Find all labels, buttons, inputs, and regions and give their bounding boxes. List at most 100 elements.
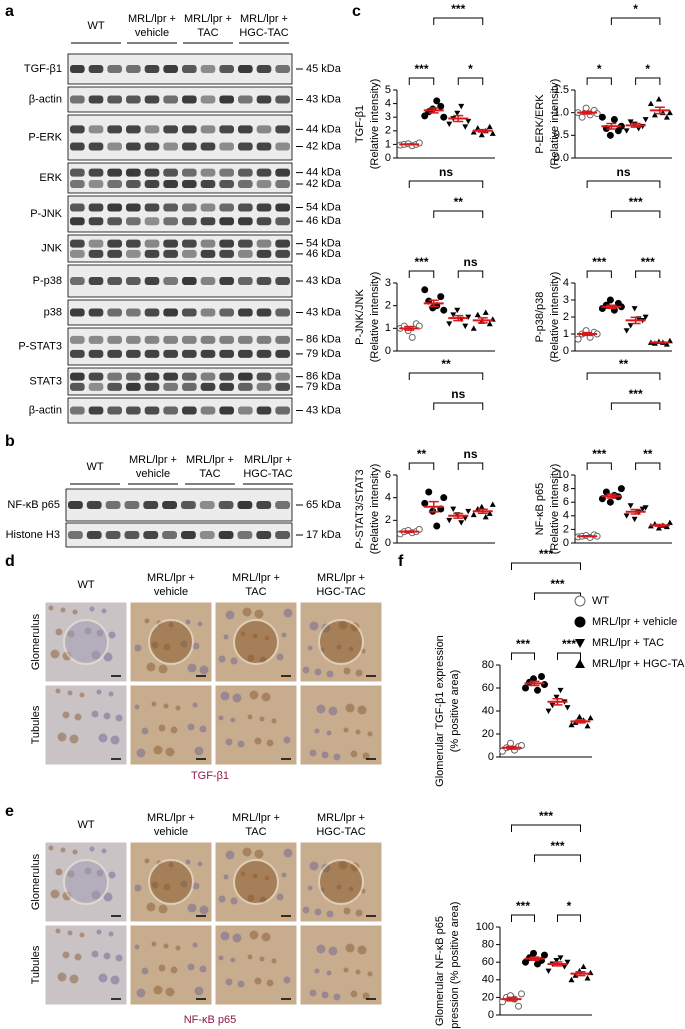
nucleus	[57, 972, 67, 982]
kda-label: 43 kDa	[306, 275, 342, 287]
blot-band	[238, 277, 253, 285]
significance-bracket	[586, 180, 661, 188]
data-point	[518, 990, 525, 998]
nucleus	[108, 871, 116, 879]
nucleus	[225, 610, 235, 620]
blot-box	[67, 53, 293, 85]
legend-label: MRL/lpr + vehicle	[592, 616, 677, 628]
group-header: WT	[77, 819, 94, 831]
significance-label: ***	[641, 255, 655, 269]
blot-band	[144, 95, 160, 104]
glomerulus	[233, 859, 279, 905]
data-point	[666, 109, 673, 116]
y-tick-label: 1.5	[554, 84, 569, 96]
blot-band	[144, 203, 160, 212]
sem-bar	[630, 508, 641, 515]
significance-bracket	[433, 17, 484, 25]
group-header: TAC	[245, 586, 266, 598]
nucleus	[316, 704, 326, 714]
blot-band	[163, 142, 178, 151]
sem-bar	[582, 110, 593, 115]
blot-band	[200, 349, 216, 358]
nucleus	[333, 753, 341, 761]
group-header: MRL/lpr +	[147, 572, 195, 584]
blot-band	[256, 239, 272, 248]
data-point	[541, 951, 548, 959]
blot-band	[256, 217, 272, 226]
y-tick-label: 3	[563, 294, 569, 306]
blot-band	[256, 349, 272, 358]
blot-band	[219, 335, 234, 344]
blot-band	[144, 335, 160, 344]
nucleus	[101, 848, 107, 854]
nucleus	[242, 847, 252, 857]
blot-band	[219, 349, 234, 358]
blot-band	[256, 335, 272, 344]
kda-label: 46 kDa	[306, 215, 342, 227]
blot-band	[107, 372, 122, 381]
nucleus	[283, 608, 293, 618]
nucleus	[163, 703, 169, 709]
significance-label: *	[567, 899, 572, 913]
y-tick-label: 0	[385, 345, 391, 357]
blot-band	[238, 217, 253, 226]
nucleus	[259, 716, 265, 722]
data-point	[458, 103, 465, 110]
sem-bar	[529, 680, 540, 687]
blot-band	[275, 349, 290, 358]
nucleus	[302, 906, 310, 914]
data-point	[623, 328, 630, 334]
nucleus	[55, 868, 63, 876]
data-point	[446, 321, 453, 327]
y-tick-label: 0	[563, 537, 569, 549]
data-point	[433, 522, 441, 530]
blot-band	[126, 95, 141, 104]
data-point	[627, 323, 634, 329]
blot-band	[182, 406, 197, 415]
blot-band	[163, 372, 178, 381]
blot-band	[238, 335, 253, 344]
nucleus	[79, 932, 85, 938]
y-tick-label: 40	[482, 705, 494, 717]
blot-box	[67, 327, 293, 366]
data-point	[486, 123, 493, 130]
group-header: MRL/lpr +	[317, 572, 365, 584]
data-point	[642, 505, 649, 511]
significance-bracket	[557, 652, 581, 660]
blot-row-label: STAT3	[29, 375, 62, 387]
data-point	[530, 949, 537, 957]
blot-band	[275, 203, 290, 212]
blot-band	[107, 277, 122, 285]
nucleus	[345, 943, 355, 953]
data-point	[545, 708, 552, 714]
blot-band	[256, 142, 272, 151]
data-point	[450, 506, 457, 512]
blot-box	[67, 195, 293, 233]
data-point	[421, 112, 429, 120]
blot-band	[107, 308, 122, 317]
blot-band	[144, 65, 160, 73]
blot-band	[86, 531, 102, 539]
nucleus	[62, 711, 70, 719]
blot-band	[200, 125, 216, 134]
nucleus	[276, 653, 284, 661]
nucleus	[101, 608, 107, 614]
sem-bar	[575, 719, 586, 724]
data-point	[647, 100, 654, 106]
nucleus	[343, 967, 349, 973]
nucleus	[136, 988, 146, 998]
kda-label: 79 kDa	[306, 348, 342, 360]
significance-label: **	[417, 447, 427, 461]
blot-band	[144, 249, 160, 258]
group-header: MRL/lpr +	[244, 454, 292, 466]
blot-box	[67, 86, 293, 113]
y-tick-label: 0.0	[554, 152, 569, 164]
data-point	[561, 964, 568, 970]
blot-band	[70, 203, 85, 212]
nucleus	[225, 850, 235, 860]
data-point	[465, 508, 472, 515]
blot-band	[88, 249, 104, 258]
y-axis-label: (Relative intensity)	[369, 272, 381, 362]
nucleus	[302, 666, 310, 674]
panel-letter: c	[352, 3, 361, 20]
